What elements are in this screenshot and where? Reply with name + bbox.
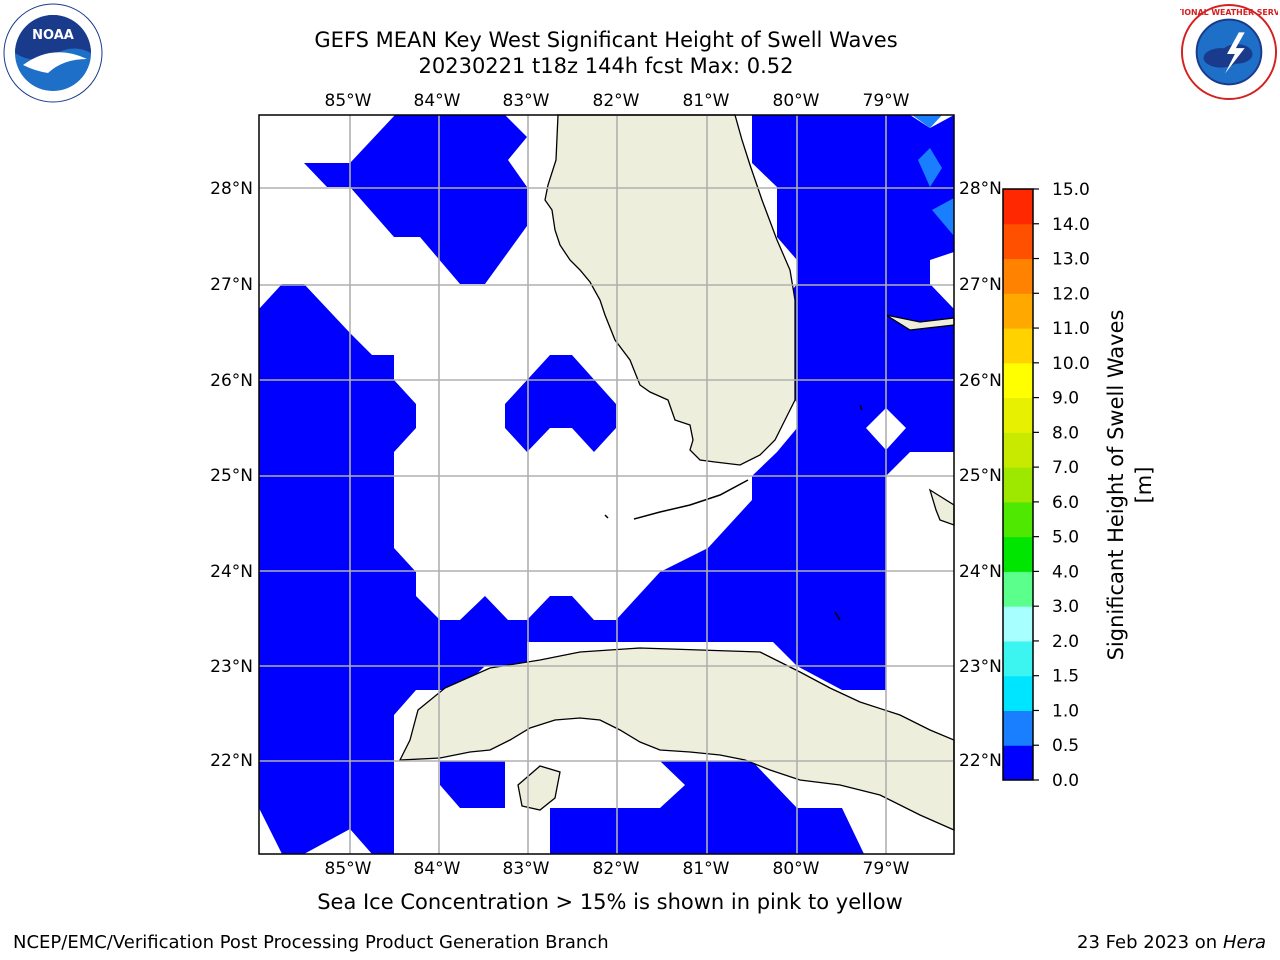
lat-label: 24°N — [210, 562, 253, 582]
colorbar-tick-label: 5.0 — [1052, 528, 1079, 548]
lon-label: 82°W — [593, 91, 640, 111]
colorbar-tick-label: 3.0 — [1052, 597, 1079, 617]
colorbar-tick-label: 0.5 — [1052, 736, 1079, 756]
sea-ice-note: Sea Ice Concentration > 15% is shown in … — [317, 890, 903, 914]
footer-date-text: 23 Feb 2023 on — [1077, 932, 1218, 953]
colorbar-band — [1003, 189, 1033, 225]
colorbar — [1002, 188, 1034, 781]
lat-label: 25°N — [210, 466, 253, 486]
colorbar-tick-label: 2.0 — [1052, 632, 1079, 652]
lon-label: 84°W — [414, 91, 461, 111]
lat-label: 22°N — [210, 751, 253, 771]
colorbar-tick-label: 7.0 — [1052, 458, 1079, 478]
footer-system: Hera — [1222, 932, 1266, 953]
colorbar-band — [1003, 536, 1033, 572]
colorbar-band — [1003, 606, 1033, 642]
lon-label: 81°W — [683, 91, 730, 111]
lon-label: 81°W — [683, 859, 730, 879]
colorbar-band — [1003, 501, 1033, 538]
land — [398, 114, 955, 831]
cuba — [398, 647, 955, 831]
lon-label: 80°W — [773, 91, 820, 111]
colorbar-tick-label: 1.5 — [1052, 667, 1079, 687]
gridlines — [259, 115, 954, 854]
colorbar-band — [1003, 223, 1033, 260]
lon-label: 85°W — [325, 91, 372, 111]
lon-label: 82°W — [593, 859, 640, 879]
nws-logo-text: NATIONAL WEATHER SERVICE — [1180, 8, 1278, 17]
lat-labels-left: 28°N 27°N 26°N 25°N 24°N 23°N 22°N — [210, 179, 253, 771]
colorbar-tick-label: 1.0 — [1052, 701, 1079, 721]
colorbar-band — [1003, 710, 1033, 746]
lon-label: 83°W — [503, 859, 550, 879]
lat-label: 23°N — [959, 657, 1002, 677]
colorbar-band — [1003, 640, 1033, 677]
colorbar-band — [1003, 328, 1033, 364]
colorbar-frame — [1002, 188, 1034, 781]
lat-label: 26°N — [210, 371, 253, 391]
colorbar-band — [1003, 293, 1033, 329]
swell-pockets — [912, 115, 954, 236]
swell-region-nw — [304, 115, 527, 284]
lat-label: 23°N — [210, 657, 253, 677]
lon-labels-top: 85°W 84°W 83°W 82°W 81°W 80°W 79°W — [325, 91, 910, 111]
colorbar-band — [1003, 258, 1033, 294]
colorbar-band — [1003, 745, 1033, 781]
lat-label: 27°N — [210, 275, 253, 295]
lon-label: 80°W — [773, 859, 820, 879]
chart-subtitle: 20230221 t18z 144h fcst Max: 0.52 — [418, 54, 794, 78]
colorbar-tick-label: 15.0 — [1052, 180, 1090, 200]
colorbar-band — [1003, 571, 1033, 607]
colorbar-tick-label: 6.0 — [1052, 493, 1079, 513]
colorbar-tick-label: 4.0 — [1052, 562, 1079, 582]
colorbar-tick-label: 12.0 — [1052, 284, 1090, 304]
colorbar-label: Significant Height of Swell Waves [m] — [1104, 310, 1156, 661]
lat-label: 27°N — [959, 275, 1002, 295]
colorbar-band — [1003, 467, 1033, 503]
colorbar-ticks: 0.0 0.5 1.0 1.5 2.0 3.0 4.0 5.0 6.0 7.0 8.0 9.0 10.0… — [1033, 180, 1090, 791]
lat-labels-right: 28°N 27°N 26°N 25°N 24°N 23°N 22°N — [959, 179, 1002, 771]
florida — [544, 114, 796, 466]
colorbar-band — [1003, 397, 1033, 433]
noaa-logo-text: NOAA — [32, 28, 74, 43]
swell-region-west — [259, 115, 954, 854]
lon-label: 79°W — [863, 859, 910, 879]
lon-labels-bottom: 85°W 84°W 83°W 82°W 81°W 80°W 79°W — [325, 859, 910, 879]
footer-date: 23 Feb 2023 on Hera — [1077, 932, 1266, 953]
lat-label: 25°N — [959, 466, 1002, 486]
colorbar-tick-label: 9.0 — [1052, 389, 1079, 409]
colorbar-tick-label: 13.0 — [1052, 250, 1090, 270]
swell-region-south-a — [440, 761, 505, 808]
colorbar-tick-label: 14.0 — [1052, 215, 1090, 235]
lat-label: 28°N — [959, 179, 1002, 199]
colorbar-band — [1003, 675, 1033, 711]
lon-label: 85°W — [325, 859, 372, 879]
colorbar-tick-label: 8.0 — [1052, 423, 1079, 443]
lat-label: 26°N — [959, 371, 1002, 391]
map-frame — [258, 114, 955, 855]
lon-label: 79°W — [863, 91, 910, 111]
colorbar-band — [1003, 432, 1033, 468]
keys — [604, 404, 863, 621]
lat-label: 28°N — [210, 179, 253, 199]
chart-title: GEFS MEAN Key West Significant Height of… — [314, 28, 898, 52]
bahamas-andros — [928, 488, 955, 526]
noaa-logo-icon: NOAA — [3, 3, 103, 103]
nws-logo-icon: NATIONAL WEATHER SERVICE — [1180, 3, 1278, 101]
colorbar-band — [1003, 362, 1033, 399]
lat-label: 22°N — [959, 751, 1002, 771]
lat-label: 24°N — [959, 562, 1002, 582]
lon-label: 83°W — [503, 91, 550, 111]
lon-label: 84°W — [414, 859, 461, 879]
colorbar-tick-label: 10.0 — [1052, 354, 1090, 374]
colorbar-tick-label: 0.0 — [1052, 771, 1079, 791]
footer-credit: NCEP/EMC/Verification Post Processing Pr… — [13, 932, 609, 953]
colorbar-tick-label: 11.0 — [1052, 319, 1090, 339]
